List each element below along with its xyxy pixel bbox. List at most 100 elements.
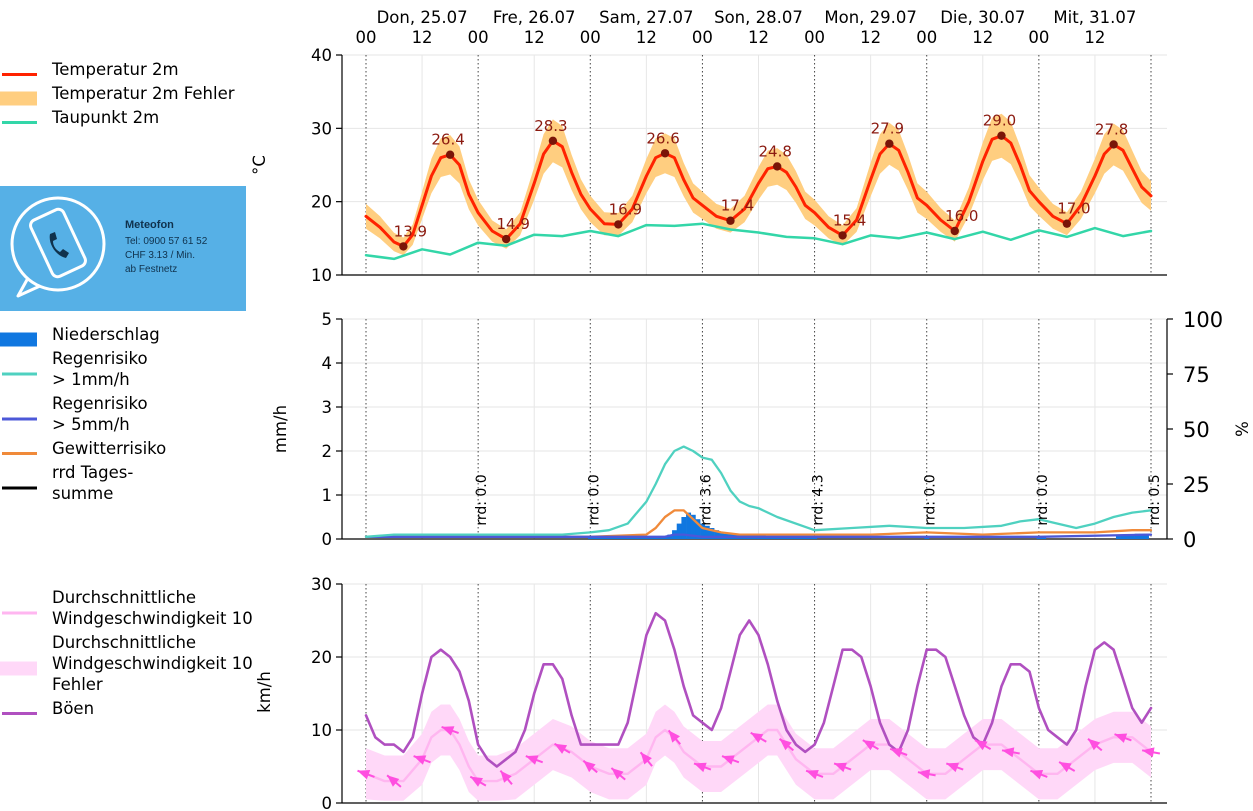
precipitation-bar	[695, 519, 701, 539]
precipitation-y2-axis-label: %	[1233, 421, 1252, 437]
y-tick-label: 2	[322, 442, 333, 461]
precipitation-bar	[681, 517, 687, 539]
extremum-marker	[501, 234, 511, 244]
wind-direction-arrow	[668, 730, 680, 743]
wind-y-axis-label: km/h	[255, 671, 274, 713]
y-tick-label: 30	[311, 119, 332, 138]
y2-tick-label: 100	[1183, 308, 1223, 332]
y-tick-label: 3	[322, 398, 333, 417]
wind-error-band	[366, 704, 1151, 801]
y-tick-label: 20	[311, 648, 332, 667]
temperature-data-label: 27.9	[871, 120, 904, 138]
date-label-0: Don, 25.07	[377, 8, 468, 27]
legend-label: Windgeschwindigkeit 10	[52, 609, 253, 628]
y-tick-label: 1	[322, 486, 333, 505]
y2-tick-label: 75	[1183, 363, 1210, 387]
wind-direction-arrow	[357, 770, 371, 780]
legend-label: Regenrisiko	[52, 394, 148, 413]
wind-direction-arrow	[1059, 762, 1072, 773]
extremum-marker	[726, 216, 735, 225]
wind-direction-arrow	[779, 738, 792, 751]
y-tick-label: 0	[322, 530, 333, 549]
y-tick-label: 0	[322, 794, 333, 811]
ad-title: Meteofon	[125, 219, 174, 231]
y-tick-label: 10	[311, 266, 332, 285]
wind-direction-arrow	[441, 726, 455, 736]
meteofon-ad[interactable]: Meteofon Tel: 0900 57 61 52 CHF 3.13 / M…	[0, 186, 246, 311]
phone-icon	[10, 196, 106, 298]
date-header: Don, 25.07 Fre, 26.07 Sam, 27.07 Son, 28.07…	[356, 8, 1137, 47]
extremum-marker	[950, 226, 959, 236]
wind-direction-arrow	[694, 762, 707, 773]
precip-risk-line	[364, 533, 1153, 538]
extremum-marker	[885, 139, 894, 148]
wind-direction-arrow	[834, 762, 847, 773]
wind-direction-arrow	[554, 743, 568, 754]
precipitation-bar	[1125, 534, 1131, 539]
legend-label: Gewitterrisiko	[52, 439, 166, 458]
precipitation-bar	[676, 523, 682, 539]
precipitation-bar	[690, 514, 696, 539]
extremum-marker	[548, 136, 558, 145]
hour-tick-label: 12	[972, 28, 993, 47]
date-label-5: Die, 30.07	[940, 8, 1025, 27]
wind-direction-arrow	[500, 770, 512, 783]
wind-direction-arrow	[640, 752, 652, 765]
date-label-4: Mon, 29.07	[824, 8, 917, 27]
precip-risk-line	[364, 445, 1153, 538]
wind-direction-arrow	[583, 760, 596, 773]
y-tick-label: 5	[322, 310, 333, 329]
date-label-2: Sam, 27.07	[599, 8, 693, 27]
legend-label: Temperatur 2m Fehler	[51, 84, 235, 103]
extremum-marker	[445, 150, 455, 159]
precipitation-panel: 0 1 2 3 4 5 mm/h 0 25 50 75 100% rrd: 0.0 rrd: 0.0 rrd…	[271, 308, 1252, 552]
precipitation-bar	[1115, 534, 1121, 539]
wind-direction-arrow	[890, 748, 903, 758]
dewpoint-line	[364, 222, 1153, 261]
legend-swatch	[0, 91, 37, 106]
temperature-data-label: 27.8	[1095, 120, 1128, 138]
precipitation-bar	[1143, 533, 1149, 539]
hour-tick-label: 00	[692, 28, 713, 47]
y-tick-label: 20	[311, 193, 332, 212]
temperature-data-label: 14.9	[496, 215, 529, 233]
daily-sum-label: rrd: 0.0	[474, 474, 490, 525]
legend-label: Temperatur 2m	[51, 60, 179, 79]
wind-direction-arrow	[1114, 733, 1128, 743]
precip-risk-line	[364, 509, 1153, 538]
precipitation-bar	[700, 523, 706, 539]
precipitation-bar	[1120, 534, 1126, 539]
extremum-marker	[399, 242, 408, 251]
legend-label: Durchschnittliche	[52, 588, 196, 607]
wind-direction-arrow	[722, 755, 735, 765]
temperature-data-label: 26.6	[646, 129, 679, 147]
ad-note: ab Festnetz	[125, 264, 178, 275]
daily-sum-label: rrd: 0.0	[1035, 474, 1051, 525]
y-tick-label: 4	[322, 354, 333, 373]
hour-tick-label: 00	[356, 28, 377, 47]
hour-tick-label: 12	[636, 28, 657, 47]
wind-direction-arrow	[975, 740, 988, 751]
y-tick-label: 40	[311, 46, 332, 65]
temperature-data-label: 29.0	[983, 112, 1016, 130]
legend-label: rrd Tages-	[52, 463, 133, 482]
legend-label: Taupunkt 2m	[51, 108, 159, 127]
legend-label: Böen	[52, 699, 94, 718]
wind-direction-arrow	[1088, 738, 1101, 751]
wind-direction-arrow	[1142, 747, 1155, 758]
y2-tick-label: 50	[1183, 418, 1210, 442]
temperature-data-label: 28.3	[534, 117, 567, 135]
wind-direction-arrow	[387, 775, 400, 787]
wind-direction-arrow	[1002, 747, 1015, 758]
date-label-1: Fre, 26.07	[493, 8, 576, 27]
precipitation-bar	[686, 512, 692, 539]
precipitation-bar	[1129, 534, 1135, 539]
precipitation-bar	[709, 528, 715, 539]
extremum-marker	[660, 149, 670, 158]
y2-tick-label: 25	[1183, 473, 1210, 497]
extremum-marker	[997, 131, 1006, 140]
extremum-marker	[838, 231, 847, 240]
legend-label: > 5mm/h	[52, 415, 130, 434]
legend-label: Durchschnittliche	[52, 633, 196, 652]
